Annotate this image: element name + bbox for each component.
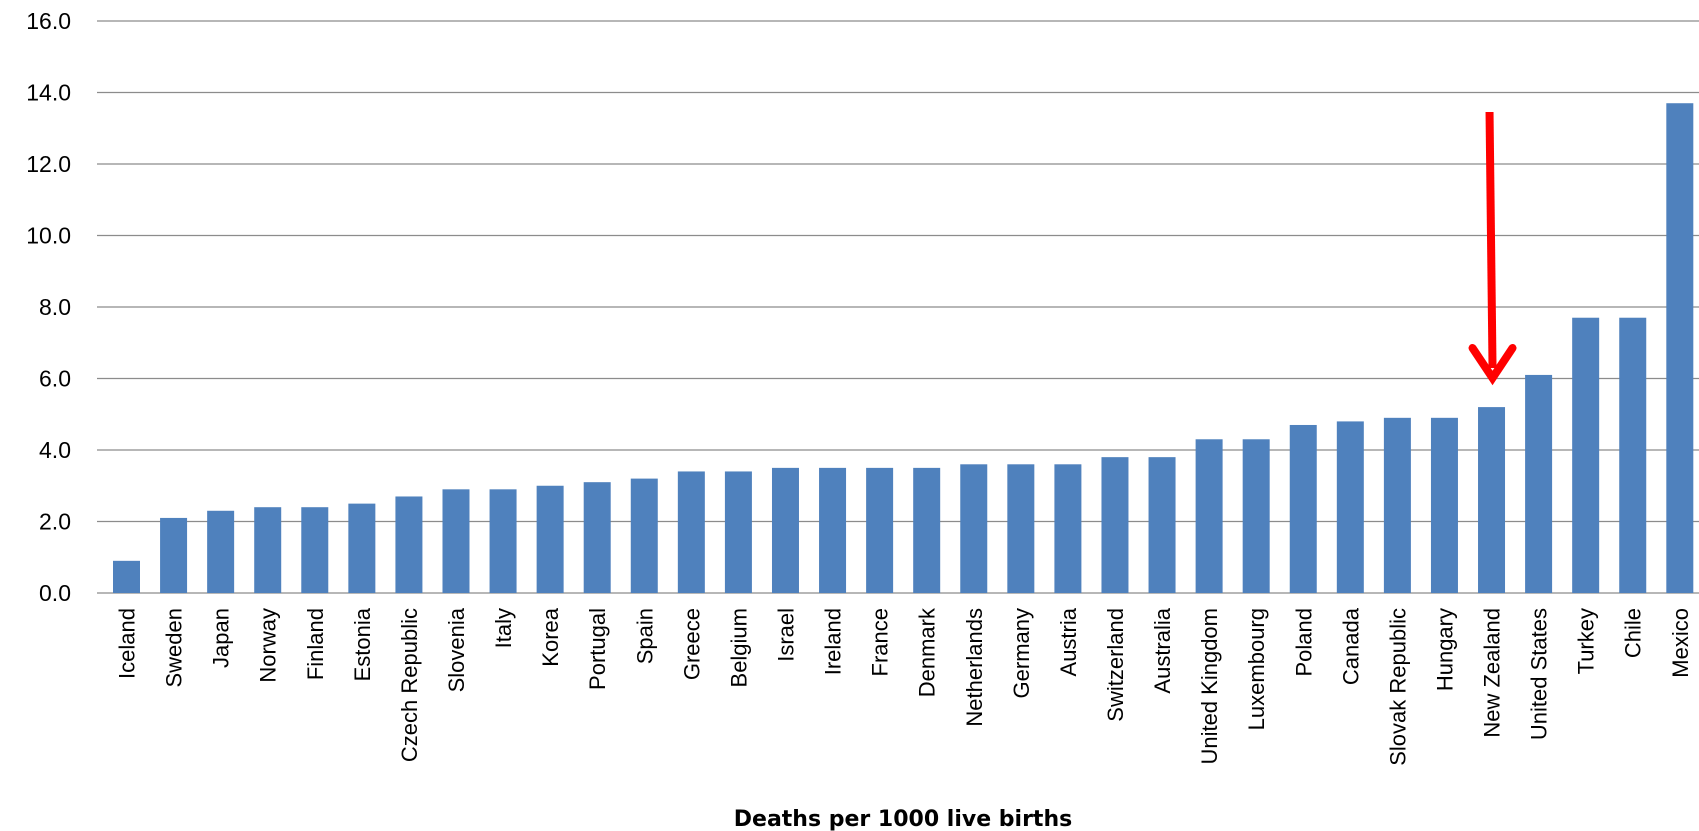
x-tick-label: Israel: [773, 608, 798, 662]
y-tick-label: 0.0: [39, 580, 71, 606]
annotation-arrow-head: [1468, 344, 1517, 386]
y-tick-label: 2.0: [39, 509, 71, 535]
x-tick-label: Canada: [1338, 607, 1363, 685]
bar-greece: [677, 471, 705, 593]
bar-czech-republic: [395, 496, 423, 593]
bar-chile: [1619, 317, 1647, 593]
x-tick-label: Chile: [1621, 608, 1646, 658]
x-tick-label: Norway: [256, 608, 281, 683]
x-tick-label: Hungary: [1432, 608, 1457, 691]
x-tick-label: Slovenia: [444, 607, 469, 692]
x-tick-label: Mexico: [1668, 608, 1693, 678]
y-tick-label: 16.0: [26, 8, 71, 34]
bar-united-states: [1525, 374, 1553, 593]
bar-austria: [1054, 464, 1082, 593]
x-tick-label: New Zealand: [1480, 608, 1505, 738]
x-axis-title: Deaths per 1000 live births: [734, 807, 1072, 831]
x-tick-label: Iceland: [115, 608, 140, 679]
x-tick-label: Ireland: [821, 608, 846, 675]
x-tick-label: Germany: [1009, 608, 1034, 698]
x-tick-label: United States: [1527, 608, 1552, 740]
x-tick-label: Portugal: [585, 608, 610, 690]
bar-france: [866, 467, 894, 593]
annotation-layer: [1468, 111, 1517, 386]
y-tick-label: 10.0: [26, 223, 71, 249]
x-tick-label: Spain: [632, 608, 657, 664]
bar-turkey: [1572, 317, 1600, 593]
y-axis-tick-labels: 0.0 2.0 4.0 6.0 8.0 10.0 12.0 14.0 16.0: [26, 8, 71, 606]
bar-finland: [301, 507, 329, 593]
y-tick-label: 12.0: [26, 151, 71, 177]
x-tick-label: Estonia: [350, 607, 375, 681]
bar-netherlands: [960, 464, 988, 593]
bar-slovak-republic: [1383, 417, 1411, 593]
x-axis-tick-labels: Iceland Sweden Japan Norway Finland Estonia Cz…: [115, 607, 1693, 766]
bar-portugal: [583, 482, 611, 593]
bar-korea: [536, 485, 564, 593]
x-tick-label: France: [868, 608, 893, 676]
bar-japan: [207, 510, 235, 593]
y-tick-label: 6.0: [39, 366, 71, 392]
bar-iceland: [113, 560, 140, 593]
bar-mexico: [1666, 103, 1694, 593]
bar-belgium: [724, 471, 752, 593]
x-tick-label: Belgium: [726, 608, 751, 687]
bar-italy: [489, 489, 517, 593]
x-tick-label: Finland: [303, 608, 328, 680]
x-tick-label: Australia: [1150, 607, 1175, 693]
bar-slovenia: [442, 489, 470, 593]
bar-germany: [1007, 464, 1035, 593]
bar-sweden: [160, 517, 188, 593]
x-tick-label: Luxembourg: [1244, 608, 1269, 730]
bar-norway: [254, 507, 282, 593]
x-tick-label: Poland: [1291, 608, 1316, 677]
bar-ireland: [819, 467, 847, 593]
bar-israel: [771, 467, 799, 593]
y-tick-label: 14.0: [26, 80, 71, 106]
bar-australia: [1148, 457, 1176, 593]
bar-estonia: [348, 503, 376, 593]
y-tick-label: 4.0: [39, 437, 71, 463]
bar-switzerland: [1101, 457, 1129, 593]
annotation-arrow-shaft: [1485, 111, 1497, 369]
bar-united-kingdom: [1195, 439, 1223, 593]
bar-new-zealand: [1478, 407, 1506, 593]
x-tick-label: Japan: [209, 608, 234, 668]
x-tick-label: Netherlands: [962, 608, 987, 727]
x-tick-label: Slovak Republic: [1385, 608, 1410, 766]
x-tick-label: Switzerland: [1103, 608, 1128, 722]
bar-poland: [1289, 424, 1317, 593]
gridlines: [97, 20, 1699, 594]
y-tick-label: 8.0: [39, 294, 71, 320]
x-tick-label: Greece: [679, 608, 704, 680]
x-tick-label: United Kingdom: [1197, 608, 1222, 765]
bar-canada: [1336, 421, 1364, 593]
x-tick-label: Sweden: [162, 608, 187, 688]
x-tick-label: Italy: [491, 608, 516, 648]
bars: [113, 103, 1694, 593]
bar-spain: [630, 478, 658, 593]
bar-hungary: [1430, 417, 1458, 593]
x-tick-label: Korea: [538, 607, 563, 666]
x-tick-label: Turkey: [1574, 608, 1599, 674]
x-tick-label: Austria: [1056, 607, 1081, 676]
bar-denmark: [913, 467, 941, 593]
x-tick-label: Czech Republic: [397, 608, 422, 762]
x-tick-label: Denmark: [915, 607, 940, 697]
bar-luxembourg: [1242, 439, 1270, 593]
